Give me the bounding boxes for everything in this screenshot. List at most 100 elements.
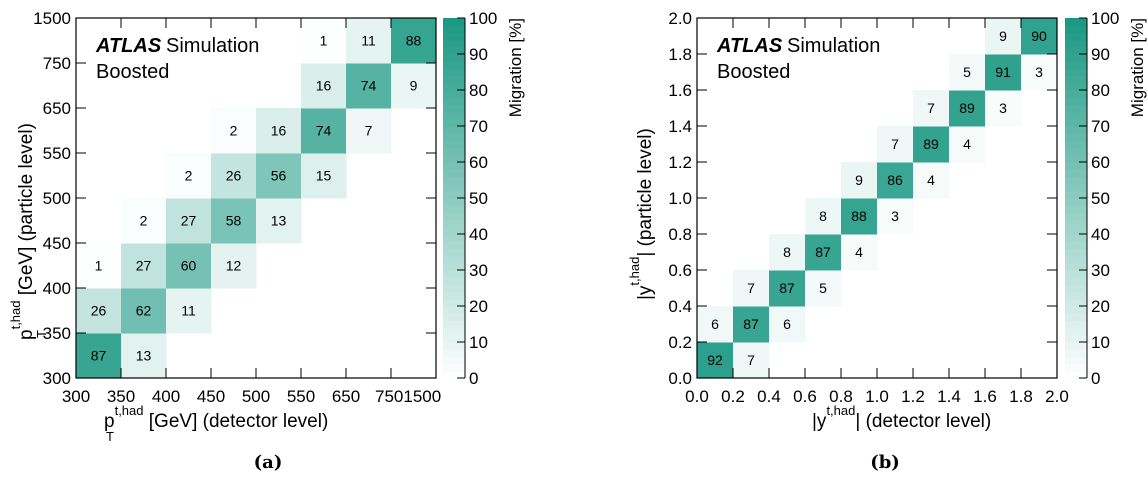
colorbar-segment — [443, 104, 465, 113]
colorbar-segment — [443, 54, 465, 62]
colorbar-segment — [443, 356, 465, 365]
heatmap-cell — [166, 198, 212, 244]
colorbar-segment — [443, 140, 465, 149]
colorbar-segment — [1065, 111, 1087, 120]
cell-value-label: 3 — [1035, 64, 1043, 80]
cell-value-label: 87 — [743, 316, 759, 332]
colorbar-segment — [1065, 126, 1087, 134]
y-tick-label: 0.2 — [668, 333, 692, 352]
colorbar: 0 10 20 30 40 50 60 70 80 90 100 Migration [%] — [1065, 9, 1147, 388]
colorbar-segment — [1065, 75, 1087, 84]
colorbar-segment — [1065, 370, 1087, 379]
y-tick-label: 1.0 — [668, 189, 692, 208]
heatmap-cell — [76, 243, 122, 289]
heatmap-cell — [733, 270, 770, 307]
heatmap-cell — [256, 198, 302, 244]
y-tick-label: 1.4 — [668, 117, 692, 136]
heatmap-cell — [841, 234, 878, 271]
regime-label: Boosted — [96, 61, 169, 83]
y-tick-label: 400 — [43, 279, 71, 298]
heatmap-cell — [805, 198, 842, 235]
colorbar-label: Migration [%] — [506, 18, 525, 117]
cell-value-label: 16 — [316, 78, 332, 94]
colorbar-segment — [1065, 61, 1087, 69]
colorbar-tick-label: 90 — [1091, 45, 1110, 64]
y-axis-label: |yt,had| (particle level) — [627, 128, 656, 300]
x-tick-label: 500 — [242, 387, 270, 406]
heatmap-cell — [76, 333, 122, 379]
colorbar-segment — [1065, 82, 1087, 91]
colorbar-tick-label: 10 — [469, 333, 488, 352]
colorbar-segment — [1065, 18, 1087, 26]
colorbar-segment — [1065, 54, 1087, 62]
cell-value-label: 4 — [963, 136, 971, 152]
heatmap-cell — [301, 18, 347, 64]
heatmap-cell — [985, 90, 1022, 127]
heatmap-cell — [877, 126, 914, 163]
cell-value-label: 5 — [963, 64, 971, 80]
colorbar-segment — [443, 262, 465, 271]
heatmap-cell — [805, 270, 842, 307]
heatmap-cell — [913, 162, 950, 199]
colorbar-segment — [1065, 356, 1087, 365]
colorbar-segment — [1065, 90, 1087, 98]
simulation-label: Simulation — [166, 35, 259, 57]
cell-value-label: 4 — [855, 244, 863, 260]
colorbar-segment — [443, 154, 465, 163]
cell-value-label: 26 — [226, 168, 242, 184]
colorbar-segment — [1065, 104, 1087, 113]
heatmap-cell — [985, 18, 1022, 55]
cell-value-label: 74 — [316, 123, 332, 139]
heatmap-cell — [841, 162, 878, 199]
colorbar-segment — [443, 25, 465, 33]
heatmap-cell — [166, 153, 212, 199]
heatmap-cells: 92 76 87 67 87 58 87 48 88 39 86 47 89 47 89 35 91 39 90 — [697, 18, 1058, 379]
cell-value-label: 1 — [320, 33, 328, 49]
colorbar-tick-label: 60 — [469, 153, 488, 172]
colorbar-segment — [1065, 363, 1087, 372]
colorbar-tick-label: 0 — [1091, 369, 1100, 388]
colorbar-segment — [1065, 219, 1087, 228]
heatmap-cell — [391, 63, 437, 109]
colorbar-segment — [443, 241, 465, 249]
colorbar-segment — [1065, 205, 1087, 213]
x-tick-label: 0.8 — [829, 387, 853, 406]
cell-value-label: 87 — [91, 348, 107, 364]
colorbar-segment — [1065, 68, 1087, 77]
colorbar-segment — [443, 349, 465, 357]
colorbar-segment — [443, 46, 465, 55]
colorbar-segment — [443, 183, 465, 192]
y-tick-label: 1.2 — [668, 153, 692, 172]
x-tick-label: 0.4 — [757, 387, 781, 406]
cell-value-label: 88 — [406, 33, 422, 49]
colorbar-segment — [1065, 342, 1087, 350]
colorbar-segment — [1065, 46, 1087, 55]
colorbar-segment — [1065, 255, 1087, 264]
colorbar-segment — [1065, 241, 1087, 249]
colorbar-segment — [1065, 140, 1087, 149]
colorbar-segment — [443, 313, 465, 321]
cell-value-label: 2 — [140, 213, 148, 229]
x-axis-label: pt,had [GeV] (detector level) — [104, 403, 328, 432]
axis-ticks — [696, 17, 1058, 379]
x-tick-label: 1.4 — [937, 387, 961, 406]
atlas-label: ATLAS — [716, 35, 783, 57]
colorbar-segment — [443, 169, 465, 177]
colorbar-segment — [443, 75, 465, 84]
colorbar-tick-label: 30 — [469, 261, 488, 280]
colorbar-tick-label: 10 — [1091, 333, 1110, 352]
colorbar-segment — [443, 61, 465, 69]
heatmap-cell — [913, 90, 950, 127]
colorbar-segment — [1065, 284, 1087, 293]
x-axis-label-subscript: T — [106, 429, 114, 444]
heatmap-cell — [697, 342, 734, 379]
colorbar-segment — [1065, 291, 1087, 300]
heatmap-cell — [697, 306, 734, 343]
colorbar-segment — [443, 147, 465, 156]
x-tick-label: 2.0 — [1045, 387, 1069, 406]
y-tick-label: 2.0 — [668, 9, 692, 28]
cell-value-label: 89 — [923, 136, 939, 152]
heatmap-cell — [913, 126, 950, 163]
